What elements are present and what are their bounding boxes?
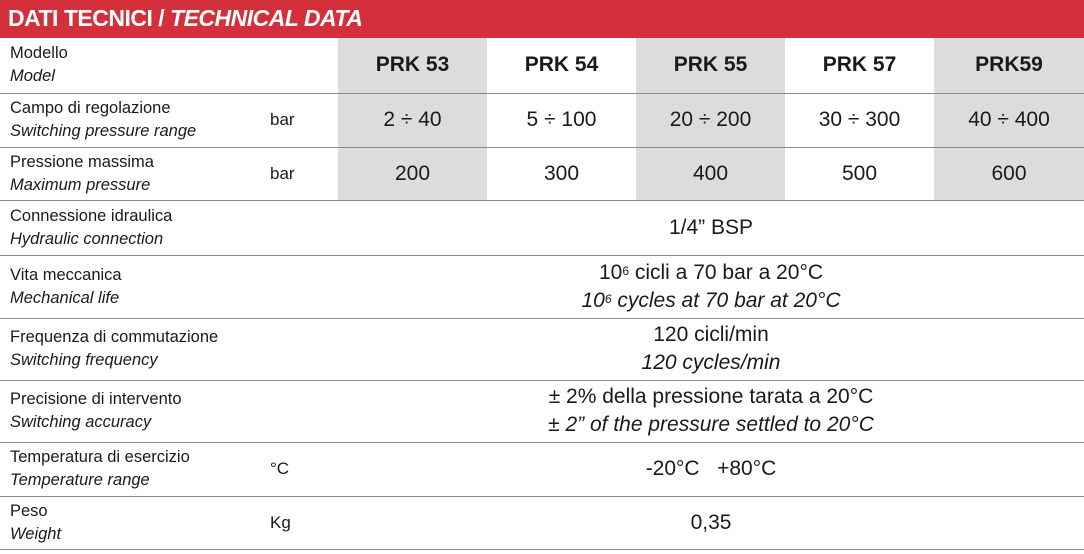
model-header-prk55: PRK 55 [636,38,785,94]
switching-frequency-row: Frequenza di commutazione Switching freq… [0,318,1084,381]
value-english: ± 2” of the pressure settled to 20°C [548,413,874,436]
table-cell: 30 ÷ 300 [785,93,934,148]
unit-cell [266,380,338,443]
value-english: 120 cycles/min [641,351,781,374]
mechanical-life-row: Vita meccanica Mechanical life 106 cicli… [0,255,1084,319]
max-pressure-row: Pressione massima Maximum pressure bar 2… [0,147,1084,201]
unit-cell: bar [266,147,338,201]
pressure-range-row: Campo di regolazione Switching pressure … [0,93,1084,148]
unit-cell: bar [266,93,338,148]
unit-cell [266,255,338,319]
table-cell: 120 cicli/min 120 cycles/min [338,318,1084,381]
table-cell: 2 ÷ 40 [338,93,487,148]
table-cell: 20 ÷ 200 [636,93,785,148]
model-header-prk59: PRK59 [934,38,1084,94]
model-row: Modello Model PRK 53 PRK 54 PRK 55 PRK 5… [0,38,1084,94]
value-italian: 106 cicli a 70 bar a 20°C [598,260,824,284]
unit-cell [266,38,338,94]
table-cell: 1/4” BSP [338,200,1084,256]
row-label: Vita meccanica Mechanical life [0,255,266,319]
row-label: Pressione massima Maximum pressure [0,147,266,201]
row-label: Modello Model [0,38,266,94]
row-label: Peso Weight [0,496,266,550]
table-cell: 40 ÷ 400 [934,93,1084,148]
row-label: Precisione di intervento Switching accur… [0,380,266,443]
row-label: Connessione idraulica Hydraulic connecti… [0,200,266,256]
unit-cell [266,200,338,256]
table-cell: 600 [934,147,1084,201]
switching-accuracy-row: Precisione di intervento Switching accur… [0,380,1084,443]
page-title: DATI TECNICI / TECHNICAL DATA [8,5,363,32]
table-cell: 0,35 [338,496,1084,550]
table-cell: 300 [487,147,636,201]
value-italian: ± 2% della pressione tarata a 20°C [548,385,874,408]
model-header-prk54: PRK 54 [487,38,636,94]
row-label: Campo di regolazione Switching pressure … [0,93,266,148]
model-header-prk53: PRK 53 [338,38,487,94]
title-english: TECHNICAL DATA [170,5,363,31]
model-header-prk57: PRK 57 [785,38,934,94]
technical-data-table: Modello Model PRK 53 PRK 54 PRK 55 PRK 5… [0,38,1084,550]
unit-cell: °C [266,442,338,497]
table-cell: -20°C +80°C [338,442,1084,497]
title-italian: DATI TECNICI / [8,5,165,31]
table-cell: ± 2% della pressione tarata a 20°C ± 2” … [338,380,1084,443]
table-cell: 200 [338,147,487,201]
unit-cell [266,318,338,381]
table-cell: 5 ÷ 100 [487,93,636,148]
unit-cell: Kg [266,496,338,550]
table-cell: 400 [636,147,785,201]
row-label: Frequenza di commutazione Switching freq… [0,318,266,381]
hydraulic-connection-row: Connessione idraulica Hydraulic connecti… [0,200,1084,256]
table-cell: 106 cicli a 70 bar a 20°C 106 cycles at … [338,255,1084,319]
weight-row: Peso Weight Kg 0,35 [0,496,1084,550]
row-label: Temperatura di esercizio Temperature ran… [0,442,266,497]
header-bar: DATI TECNICI / TECHNICAL DATA [0,0,1084,38]
value-english: 106 cycles at 70 bar at 20°C [581,288,841,312]
value-italian: 120 cicli/min [653,323,769,346]
table-cell: 500 [785,147,934,201]
temperature-row: Temperatura di esercizio Temperature ran… [0,442,1084,497]
